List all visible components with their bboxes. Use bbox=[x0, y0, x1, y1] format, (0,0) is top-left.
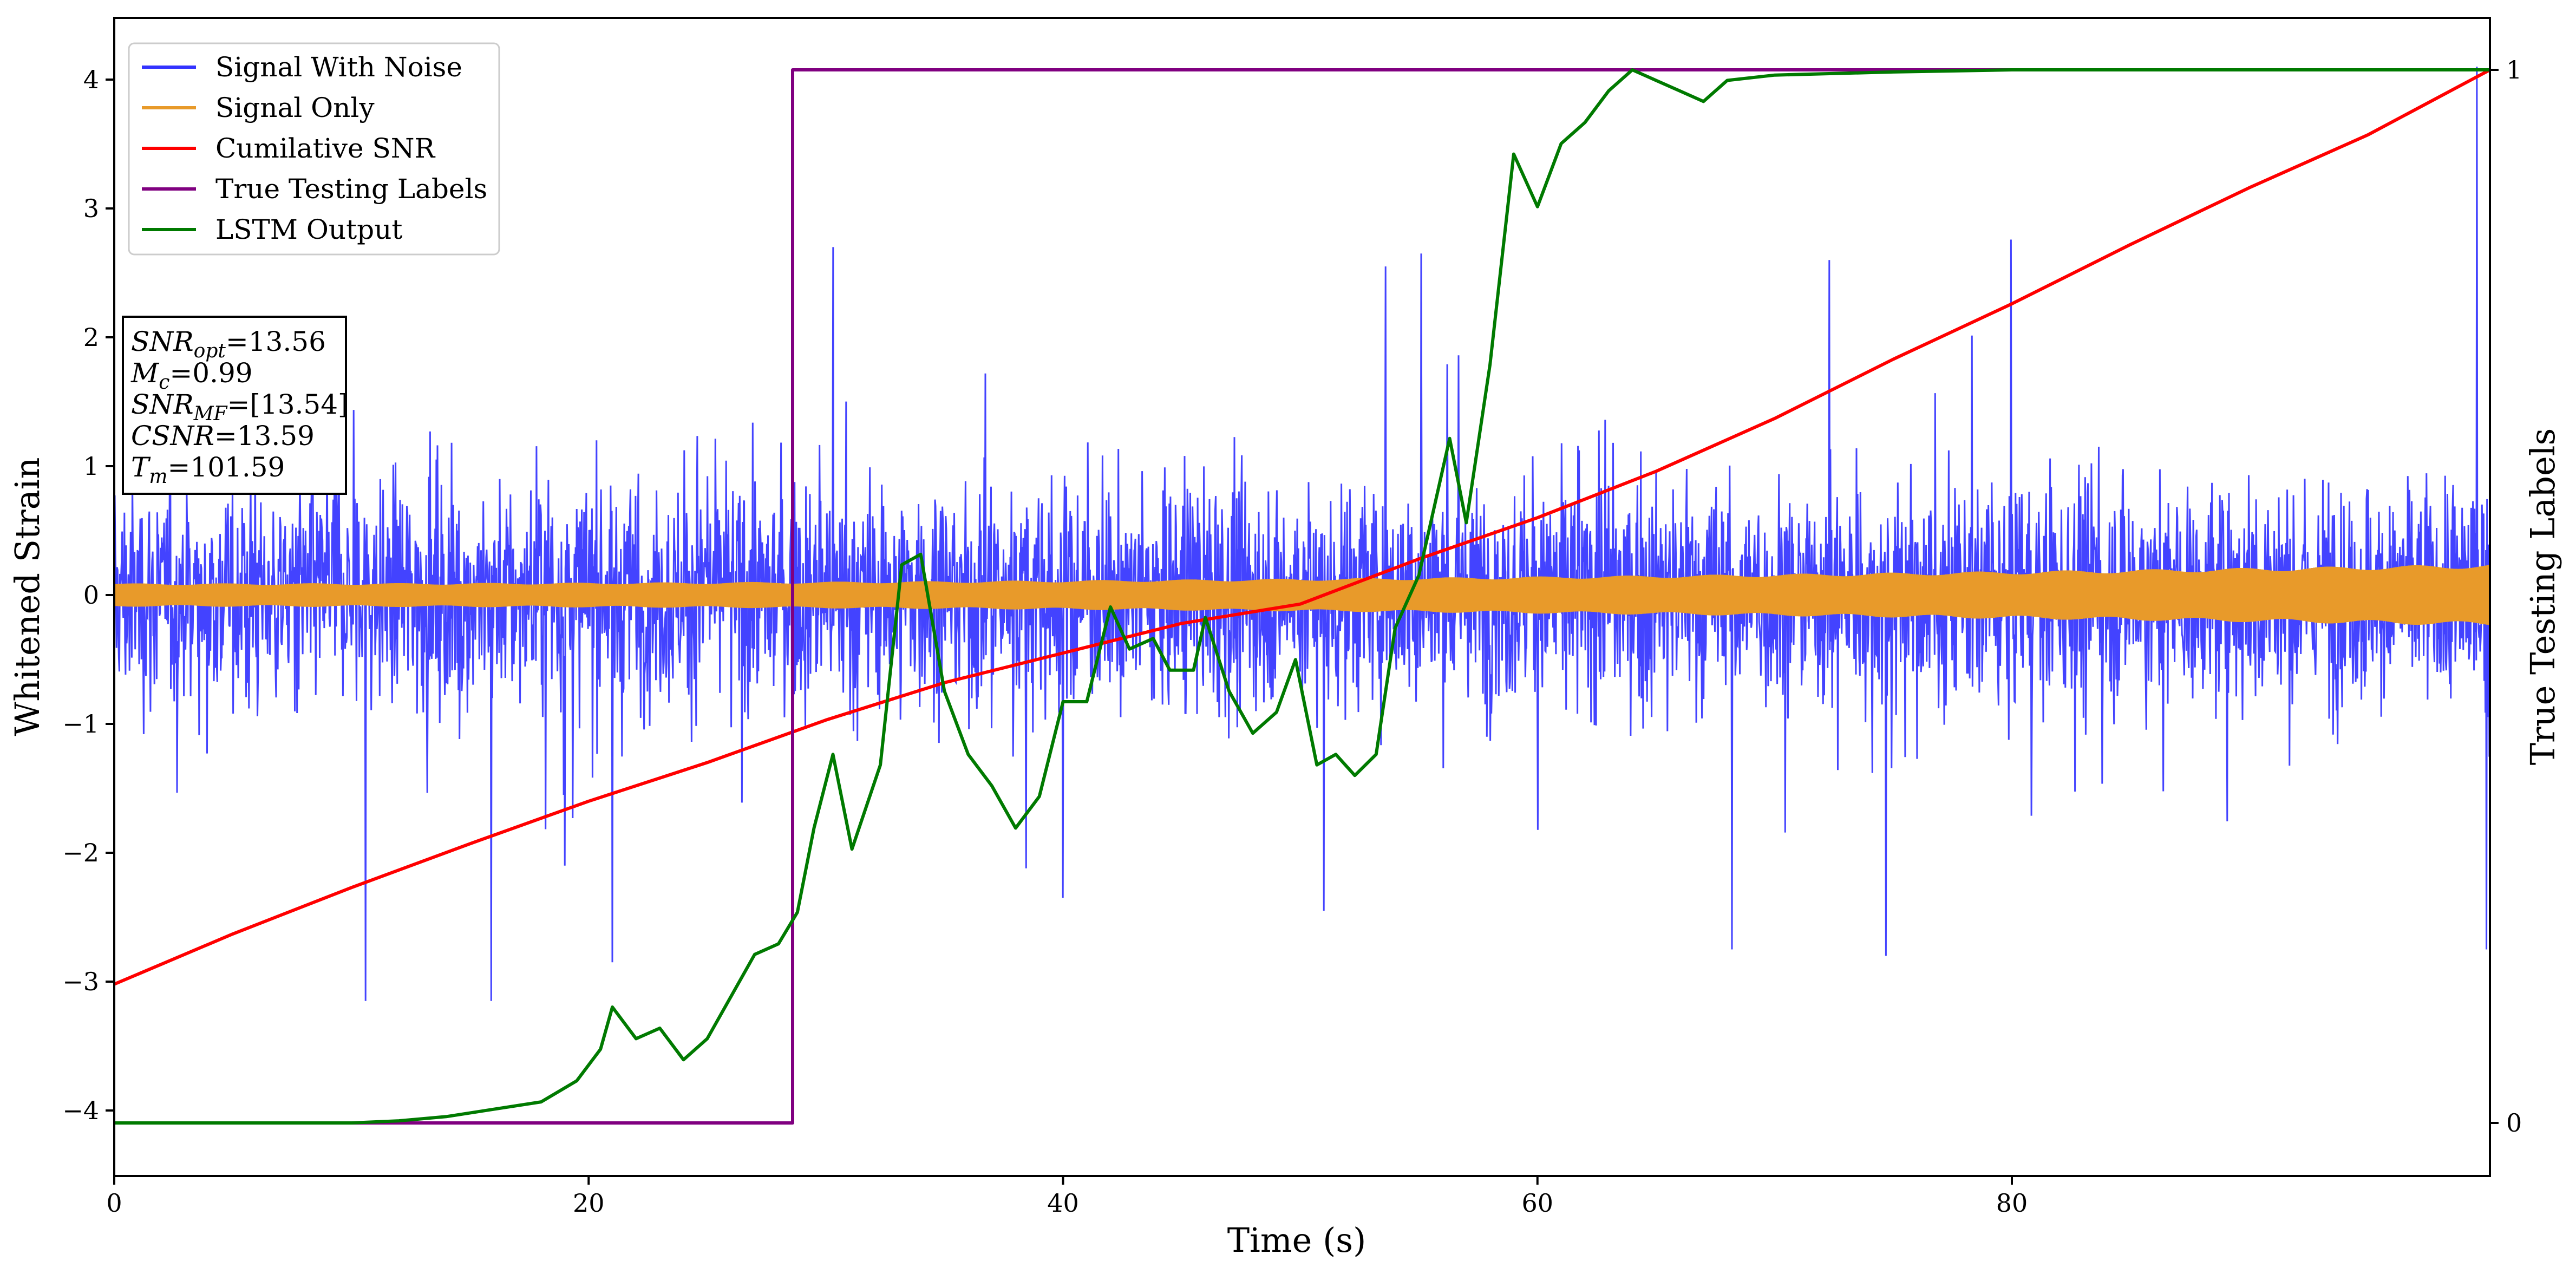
plot-frame bbox=[113, 17, 2491, 1177]
x-axis-label: Time (s) bbox=[1227, 1220, 1367, 1260]
x-axis-ticks: 0 20 40 60 80 bbox=[106, 1176, 2028, 1218]
series-true-testing-labels bbox=[114, 68, 2490, 1125]
y2-axis-ticks: 01 bbox=[2490, 55, 2522, 1138]
series-cumilative-snr bbox=[114, 68, 2490, 986]
legend-label: Signal Only bbox=[215, 92, 375, 123]
info-box-frame bbox=[122, 316, 347, 495]
series-layer bbox=[114, 67, 2490, 1125]
info-box-line: SNRMF=[13.54] bbox=[131, 389, 349, 425]
y2-tick-label: 1 bbox=[2506, 55, 2522, 84]
info-box-line: SNRopt=13.56 bbox=[131, 326, 326, 362]
y-tick-label: 3 bbox=[83, 194, 99, 223]
y-axis-label: Whitened Strain bbox=[8, 458, 47, 736]
legend-label: Cumilative SNR bbox=[215, 133, 435, 164]
y-tick-label: −1 bbox=[62, 709, 99, 739]
y-tick-label: 4 bbox=[83, 65, 99, 94]
info-box-line: Mc=0.99 bbox=[130, 357, 253, 394]
y-tick-label: −2 bbox=[62, 838, 99, 867]
y-tick-label: −4 bbox=[62, 1096, 99, 1125]
legend-label: True Testing Labels bbox=[215, 173, 487, 205]
y-tick-label: 1 bbox=[83, 452, 99, 481]
legend-label: LSTM Output bbox=[215, 214, 402, 245]
x-tick-label: 0 bbox=[106, 1188, 122, 1218]
info-box-line: Tm=101.59 bbox=[131, 452, 285, 488]
legend-label: Signal With Noise bbox=[215, 51, 462, 83]
y-tick-label: −3 bbox=[62, 967, 99, 996]
info-box-line: CSNR=13.59 bbox=[131, 420, 315, 452]
y2-axis-label: True Testing Labels bbox=[2523, 428, 2562, 766]
legend-frame bbox=[128, 42, 500, 256]
y-tick-label: 2 bbox=[83, 323, 99, 352]
y-axis-ticks: −4 −3 −2 −1 0 1 2 3 4 bbox=[62, 65, 114, 1125]
x-tick-label: 40 bbox=[1047, 1188, 1079, 1218]
x-tick-label: 20 bbox=[573, 1188, 605, 1218]
info-box: SNRopt=13.56Mc=0.99SNRMF=[13.54]CSNR=13.… bbox=[122, 316, 349, 495]
x-tick-label: 60 bbox=[1521, 1188, 1553, 1218]
series-signal-only bbox=[114, 565, 2490, 625]
y2-tick-label: 0 bbox=[2506, 1108, 2522, 1138]
x-tick-label: 80 bbox=[1996, 1188, 2028, 1218]
series-signal-with-noise bbox=[114, 67, 2490, 1001]
y-tick-label: 0 bbox=[83, 580, 99, 610]
series-lstm-output bbox=[114, 68, 2490, 1125]
legend: Signal With Noise Signal Only Cumilative S… bbox=[128, 42, 500, 256]
